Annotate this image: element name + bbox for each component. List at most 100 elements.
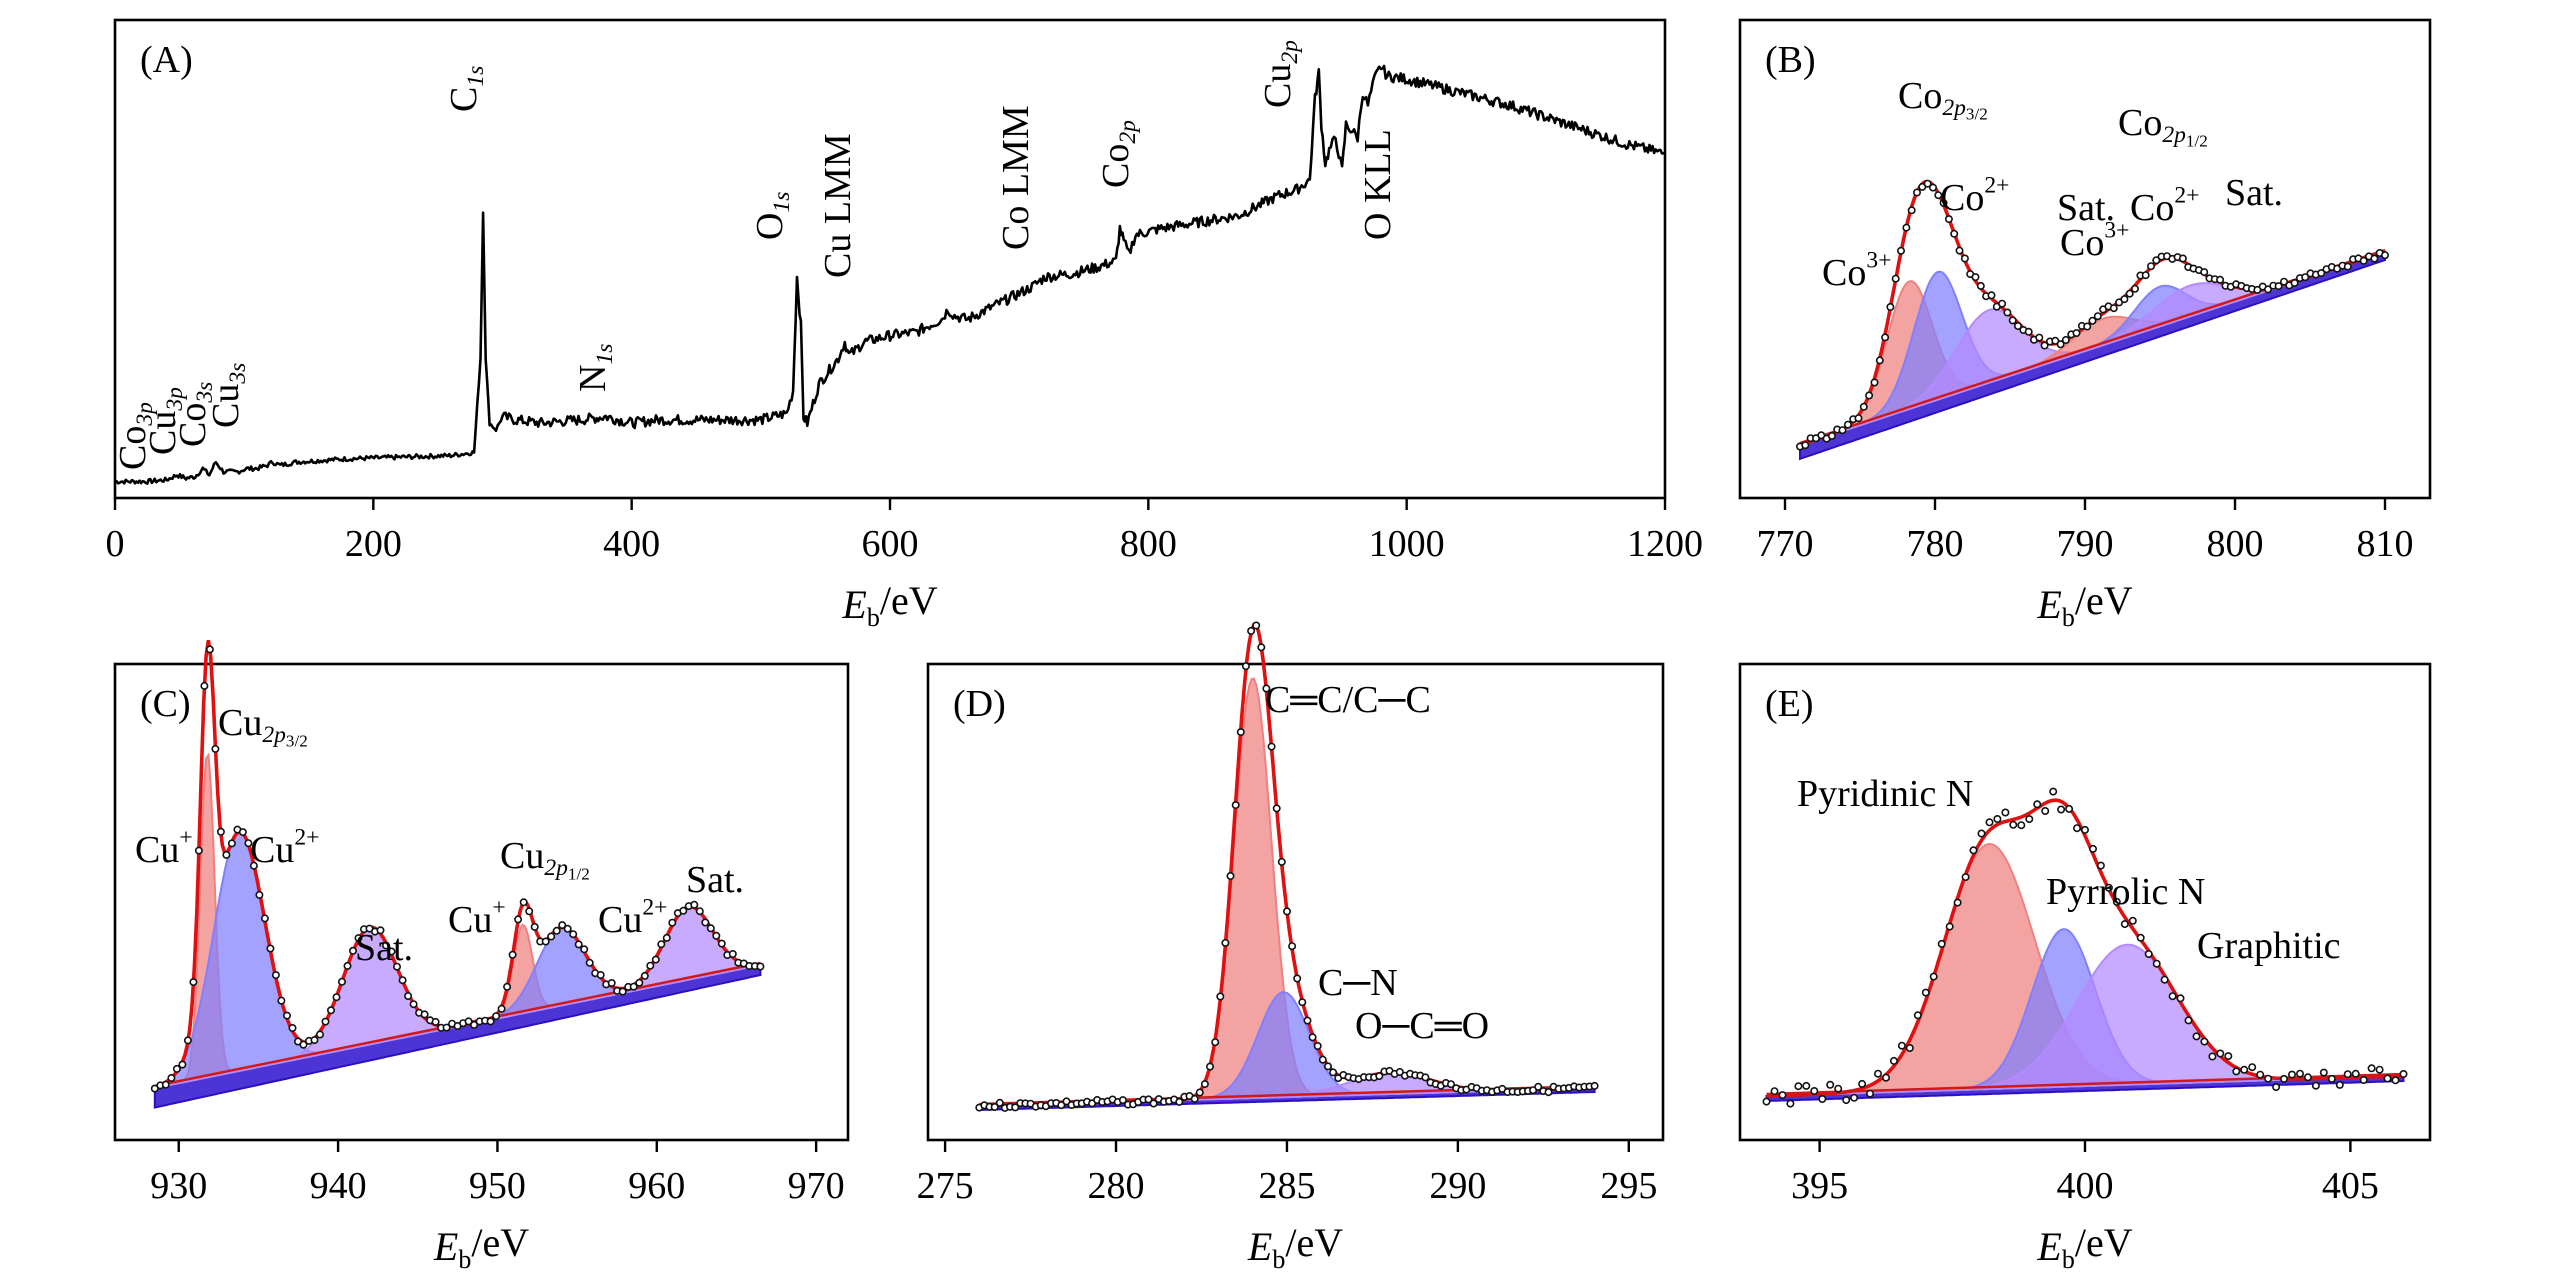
data-point xyxy=(1262,684,1271,693)
data-point xyxy=(1216,992,1225,1001)
data-point xyxy=(1810,1087,1819,1096)
panel-c: 930 940 950 960 970 Eb/eV (C) Cu2p3/2 Cu2p1/2 Cu+… xyxy=(113,640,850,1274)
label-oco: O─C═O xyxy=(1355,1005,1489,1047)
data-point xyxy=(756,962,765,971)
data-point xyxy=(255,890,264,899)
data-point xyxy=(1241,662,1250,671)
data-point xyxy=(1231,801,1240,810)
x-axis-label: Eb/eV xyxy=(1247,1220,1343,1274)
data-point xyxy=(2178,254,2187,263)
data-point xyxy=(398,976,407,985)
data-point xyxy=(2017,821,2026,830)
data-point xyxy=(2040,341,2049,350)
data-point xyxy=(1175,1097,1184,1106)
peak-label-cu3p: Cu3p xyxy=(142,387,188,455)
data-point xyxy=(1961,873,1970,882)
data-point xyxy=(2009,820,2018,829)
data-point xyxy=(2335,1080,2344,1089)
data-point xyxy=(266,944,275,953)
data-point xyxy=(1993,814,2002,823)
data-point xyxy=(1865,391,1874,400)
data-point xyxy=(695,907,704,916)
data-point xyxy=(2035,333,2044,342)
data-point xyxy=(1195,1088,1204,1097)
data-point xyxy=(1329,1068,1338,1077)
data-point xyxy=(189,978,198,987)
data-point xyxy=(2303,1073,2312,1082)
data-point xyxy=(2256,1070,2265,1079)
data-point xyxy=(1272,804,1281,813)
data-point xyxy=(343,961,352,970)
panel-letter: (D) xyxy=(953,683,1006,725)
data-point xyxy=(1944,215,1953,224)
data-point xyxy=(1324,1062,1333,1071)
peak-label-co-lmm: Co LMM xyxy=(995,105,1037,250)
x-tick-label: 800 xyxy=(1120,523,1177,565)
data-point xyxy=(1375,1072,1384,1081)
peak-label-co3p: Co3p xyxy=(112,402,158,470)
data-point xyxy=(990,1103,999,1112)
data-point xyxy=(2104,883,2113,892)
data-point xyxy=(161,1080,170,1089)
data-point xyxy=(1905,1044,1914,1053)
peak-label-n1s: N1s xyxy=(572,344,618,392)
data-point xyxy=(1778,1091,1787,1100)
data-point xyxy=(376,926,385,935)
label-sat-a: Sat. xyxy=(2057,187,2115,229)
data-point xyxy=(249,861,258,870)
data-point xyxy=(995,1098,1004,1107)
data-point xyxy=(1011,1103,1020,1112)
data-point xyxy=(1842,1096,1851,1105)
data-point xyxy=(1882,1073,1891,1082)
data-point xyxy=(1870,378,1879,387)
data-point xyxy=(238,828,247,837)
data-point xyxy=(492,1012,501,1021)
x-tick-label: 790 xyxy=(2057,523,2114,565)
label-cn: C─N xyxy=(1318,962,1398,1004)
data-point xyxy=(2192,1032,2201,1041)
x-tick-label: 940 xyxy=(310,1165,367,1207)
data-point xyxy=(2370,254,2379,263)
data-point xyxy=(1913,1011,1922,1020)
x-tick-label: 400 xyxy=(603,523,660,565)
data-point xyxy=(1277,857,1286,866)
data-point xyxy=(464,1017,473,1026)
data-point xyxy=(387,947,396,956)
data-point xyxy=(690,900,699,909)
data-point xyxy=(547,932,556,941)
x-tick-label: 285 xyxy=(1258,1165,1315,1207)
x-tick-label: 780 xyxy=(1907,523,1964,565)
data-point xyxy=(519,898,528,907)
background-line xyxy=(1766,1072,2404,1096)
data-point xyxy=(2120,295,2129,304)
data-point xyxy=(2109,304,2118,313)
data-point xyxy=(1939,198,1948,207)
data-point xyxy=(2025,815,2034,824)
data-point xyxy=(1818,1095,1827,1104)
data-point xyxy=(1313,1042,1322,1051)
data-point xyxy=(717,939,726,948)
data-point xyxy=(2280,1074,2289,1083)
data-point xyxy=(354,934,363,943)
data-point xyxy=(2136,933,2145,942)
data-point xyxy=(2152,256,2161,265)
label-cu2-a: Cu2+ xyxy=(250,824,319,871)
data-point xyxy=(244,839,253,848)
data-point xyxy=(679,906,688,915)
data-point xyxy=(2001,808,2010,817)
data-point xyxy=(2248,1063,2257,1072)
label-sat-b: Sat. xyxy=(686,859,744,901)
data-point xyxy=(1987,291,1996,300)
data-point xyxy=(282,1011,291,1020)
x-tick-label: 600 xyxy=(862,523,919,565)
data-point xyxy=(2391,1076,2400,1085)
label-sat-a: Sat. xyxy=(355,927,413,969)
data-point xyxy=(2274,282,2283,291)
data-point xyxy=(2288,1070,2297,1079)
data-point xyxy=(2208,1052,2217,1061)
data-point xyxy=(2144,949,2153,958)
peak-label-cu3s: Cu3s xyxy=(205,363,251,428)
data-point xyxy=(552,926,561,935)
x-tick-label: 960 xyxy=(628,1165,685,1207)
